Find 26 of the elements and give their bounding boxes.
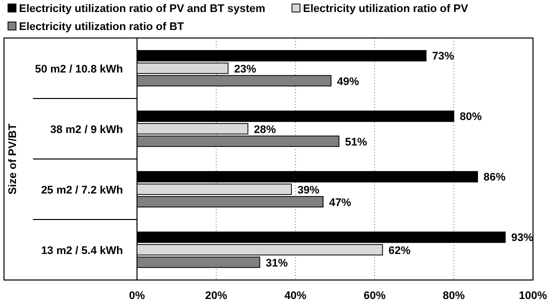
x-tick-label: 80%	[442, 290, 466, 302]
data-label: 31%	[266, 257, 288, 270]
data-label: 47%	[329, 196, 352, 209]
data-label: 51%	[344, 136, 368, 148]
data-label: 73%	[432, 50, 454, 63]
data-label: 62%	[388, 244, 411, 257]
x-tick-label: 40%	[284, 290, 307, 302]
y-tick-label: 50 m2 / 10.8 kWh	[34, 63, 124, 76]
y-axis-title: Size of PV/BT	[7, 123, 19, 194]
x-tick-label: 60%	[364, 290, 386, 302]
data-label: 93%	[511, 232, 534, 244]
data-label: 39%	[297, 184, 320, 196]
data-label: 80%	[460, 111, 482, 124]
data-label: 86%	[484, 172, 506, 184]
y-tick-label: 13 m2 / 5.4 kWh	[41, 244, 124, 257]
x-tick-label: 100%	[518, 290, 548, 302]
data-label: 49%	[337, 76, 360, 88]
legend-label: Electricity utilization ratio of PV	[303, 3, 469, 15]
y-tick-label: 38 m2 / 9 kWh	[50, 124, 124, 136]
x-tick-label: 20%	[205, 290, 228, 302]
data-label: 23%	[234, 63, 256, 76]
data-label: 28%	[254, 124, 276, 136]
x-tick-label: 0%	[129, 290, 146, 302]
y-tick-label: 25 m2 / 7.2 kWh	[41, 184, 124, 196]
legend-label: Electricity utilization ratio of PV and BT system	[19, 3, 266, 15]
legend-label: Electricity utilization ratio of BT	[19, 21, 184, 33]
